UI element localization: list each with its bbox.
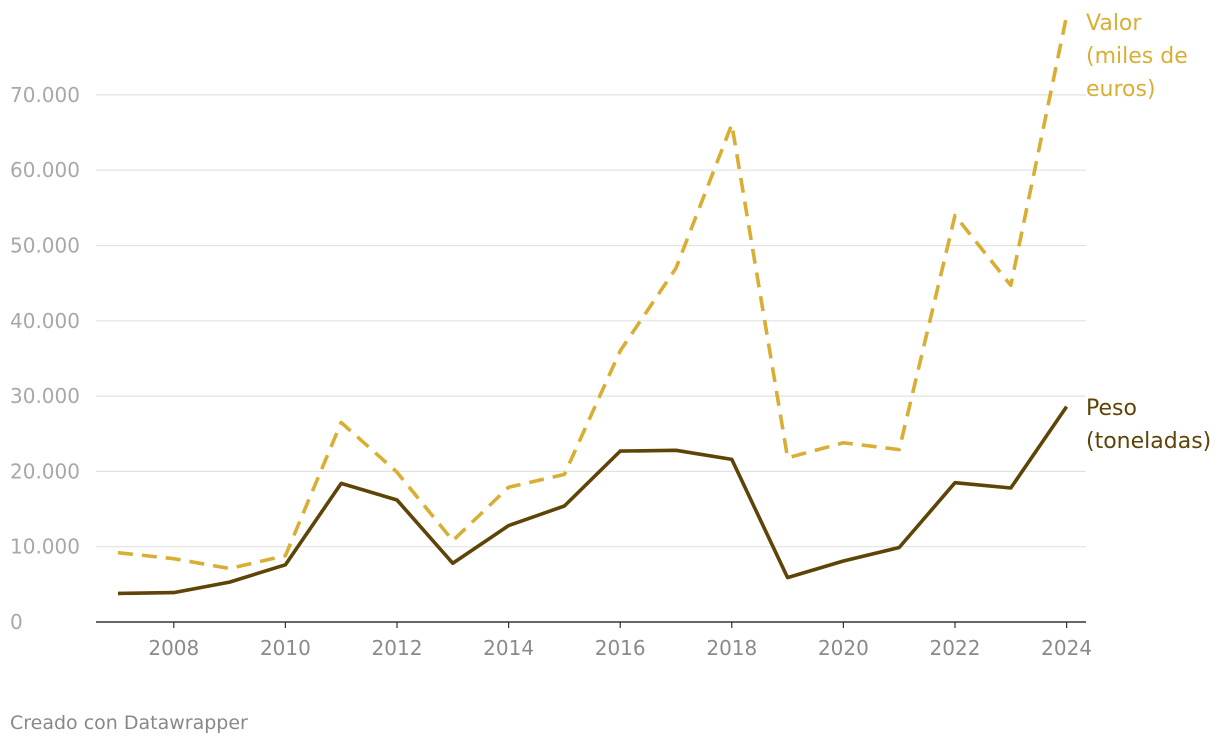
x-tick-label: 2020: [818, 636, 869, 660]
x-tick-label: 2012: [372, 636, 423, 660]
series-label-valor: (miles de: [1086, 44, 1188, 69]
series-label-valor: Valor: [1086, 11, 1142, 36]
series-labels: Valor (miles de euros) Peso (toneladas): [1086, 11, 1211, 454]
x-tick-label: 2022: [930, 636, 981, 660]
x-axis: 2008 2010 2012 2014 2016 2018 2020 2022 2024: [96, 621, 1092, 660]
x-tick-label: 2014: [483, 636, 534, 660]
y-axis-labels: 0 10.000 20.000 30.000 40.000 50.000 60.000 70.…: [10, 83, 80, 634]
x-tick-label: 2018: [706, 636, 757, 660]
y-tick-label: 70.000: [10, 83, 80, 107]
y-tick-label: 0: [10, 610, 23, 634]
series-lines: [117, 15, 1069, 596]
y-tick-label: 60.000: [10, 158, 80, 182]
series-line-valor: [117, 15, 1069, 571]
y-tick-label: 10.000: [10, 535, 80, 559]
x-tick-label: 2008: [148, 636, 199, 660]
x-tick-label: 2016: [595, 636, 646, 660]
x-tick-label: 2024: [1041, 636, 1092, 660]
y-tick-label: 30.000: [10, 384, 80, 408]
series-line-peso: [117, 405, 1069, 596]
credit-text: Creado con Datawrapper: [10, 712, 248, 734]
gridlines: [96, 94, 1086, 548]
y-tick-label: 50.000: [10, 234, 80, 258]
y-tick-label: 20.000: [10, 459, 80, 483]
y-tick-label: 40.000: [10, 309, 80, 333]
x-tick-label: 2010: [260, 636, 311, 660]
series-label-peso: (toneladas): [1086, 429, 1211, 454]
series-label-peso: Peso: [1086, 396, 1137, 421]
series-label-valor: euros): [1086, 77, 1156, 102]
